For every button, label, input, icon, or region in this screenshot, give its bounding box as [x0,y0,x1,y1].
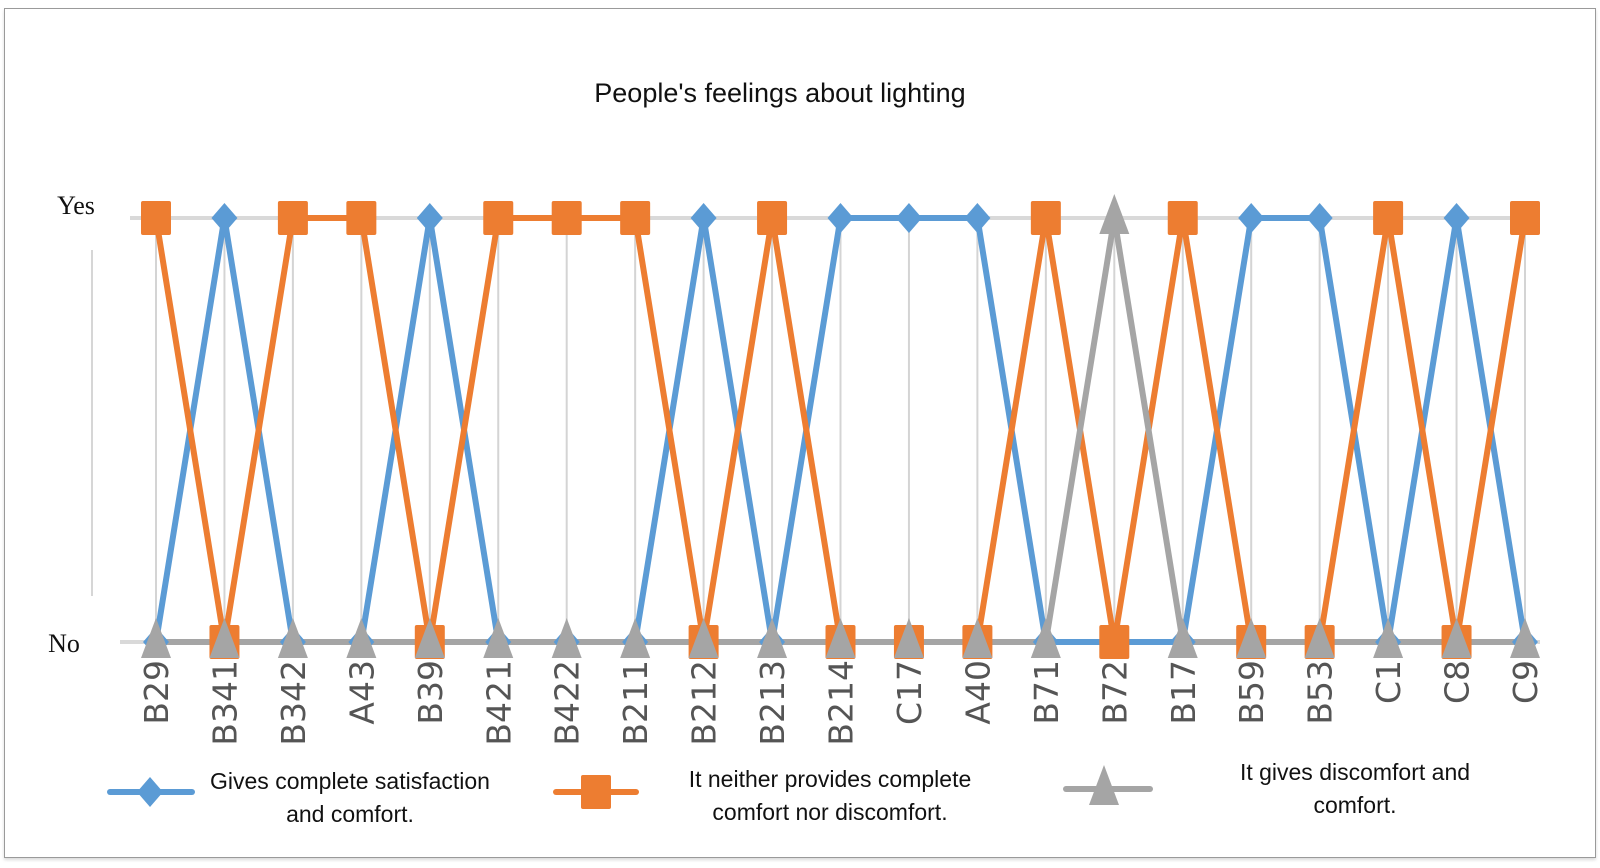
data-point-triangle [1099,194,1130,234]
data-point-triangle [141,618,171,658]
data-point-square [277,201,308,235]
data-point-triangle [825,618,856,658]
x-tick-label: B72 [1095,660,1134,725]
data-point-diamond [416,203,443,233]
data-point-diamond [1238,203,1265,233]
data-point-square [551,201,582,235]
legend-item-2: It gives discomfort and comfort. [1063,759,1470,818]
x-tick-label: B342 [274,660,313,746]
x-tick-label: C9 [1506,660,1545,704]
x-tick-label: B29 [137,660,176,725]
data-point-square [1167,201,1198,235]
legend-label: It gives discomfort and [1240,759,1470,785]
x-tick-label: B341 [205,660,244,746]
x-tick-labels: B29 B341 B342 A43 B39 B421 B422 B211 B212 B213 B21… [137,660,1545,746]
data-point-diamond [1443,203,1470,233]
data-point-triangle [1236,618,1267,658]
x-tick-label: C8 [1438,660,1477,704]
x-tick-label: B213 [753,660,792,746]
data-point-triangle [414,618,445,658]
data-point-diamond [827,203,854,233]
x-tick-label: C17 [890,660,929,725]
data-point-diamond [211,203,238,233]
data-point-triangle [277,618,308,658]
legend-diamond-icon [137,777,163,807]
y-tick-label-yes: Yes [57,191,95,220]
data-point-square [1373,201,1404,235]
chart-title: People's feelings about lighting [594,78,965,108]
data-point-square [346,201,377,235]
data-point-square [141,201,171,235]
x-tick-label: B212 [685,660,724,746]
data-point-square [757,201,788,235]
x-tick-label: B421 [479,660,518,746]
data-point-triangle [483,618,514,658]
chart-frame [4,8,1596,858]
x-tick-label: B59 [1232,660,1271,725]
data-point-triangle [962,618,993,658]
x-tick-label: B39 [411,660,450,725]
y-tick-label-no: No [48,629,80,658]
data-point-triangle [209,618,240,658]
data-point-square [483,201,514,235]
legend-square-icon [581,775,611,809]
data-point-triangle [893,618,924,658]
legend-label: comfort. [1313,792,1396,818]
data-point-triangle [1167,618,1198,658]
data-point-square [1510,201,1540,235]
series-markers [141,194,1540,659]
x-tick-label: B17 [1164,660,1203,725]
data-point-diamond [690,203,717,233]
legend-label: and comfort. [286,801,414,827]
x-tick-label: B211 [616,660,655,746]
x-tick-label: B53 [1301,660,1340,725]
data-point-square [1030,201,1061,235]
data-point-diamond [1306,203,1333,233]
data-point-diamond [895,203,922,233]
legend-label: Gives complete satisfaction [210,768,490,794]
legend-item-1: It neither provides complete comfort nor … [553,766,972,825]
data-point-triangle [1304,618,1335,658]
data-point-triangle [620,618,651,658]
data-point-triangle [1030,618,1061,658]
legend: Gives complete satisfaction and comfort. I… [107,759,1470,827]
data-point-triangle [757,618,788,658]
legend-item-0: Gives complete satisfaction and comfort. [107,768,490,827]
data-point-triangle [551,618,582,658]
data-point-triangle [346,618,377,658]
data-point-diamond [964,203,991,233]
data-point-triangle [1510,618,1540,658]
data-point-square [620,201,651,235]
legend-label: It neither provides complete [689,766,972,792]
data-point-square [1099,625,1130,659]
data-point-triangle [1373,618,1404,658]
data-point-triangle [688,618,719,658]
x-tick-label: C1 [1369,660,1408,704]
legend-triangle-icon [1089,765,1119,805]
legend-label: comfort nor discomfort. [712,799,947,825]
x-tick-label: B422 [548,660,587,746]
x-tick-label: B71 [1027,660,1066,725]
x-tick-label: A43 [342,660,381,725]
x-tick-label: B214 [822,660,861,746]
x-tick-label: A40 [958,660,997,725]
data-point-triangle [1441,618,1472,658]
